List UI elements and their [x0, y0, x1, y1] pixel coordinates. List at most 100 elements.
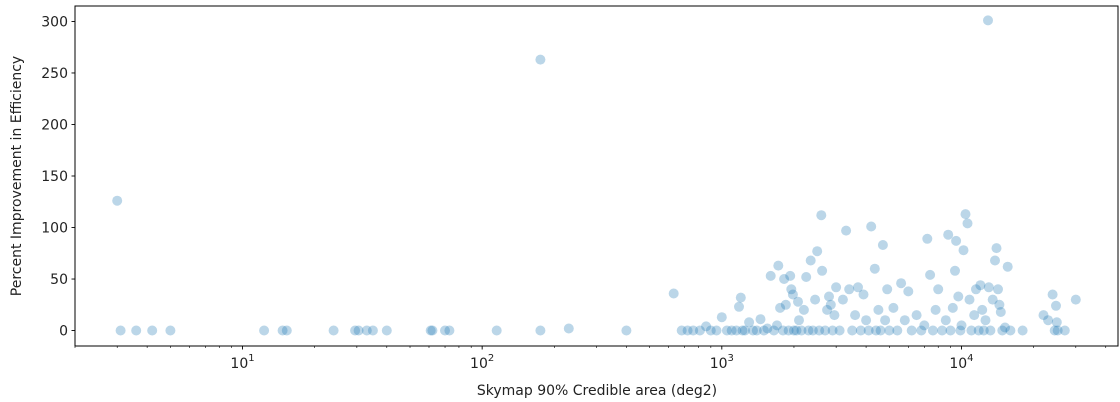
data-point: [916, 325, 927, 336]
data-point: [773, 260, 784, 271]
y-tick-label: 150: [41, 169, 68, 185]
data-point: [711, 325, 722, 336]
data-point: [780, 299, 791, 310]
data-point: [882, 284, 893, 295]
data-point: [734, 301, 744, 312]
data-point: [817, 265, 828, 276]
data-point: [995, 307, 1006, 317]
x-tick-label: 102: [470, 353, 494, 372]
y-tick-label: 300: [41, 14, 68, 30]
data-point: [785, 270, 796, 281]
data-point: [850, 310, 861, 321]
y-tick-label: 250: [41, 66, 68, 82]
data-point: [955, 325, 966, 336]
data-point: [906, 325, 917, 336]
data-point: [716, 312, 727, 323]
data-point: [869, 263, 880, 274]
data-point: [930, 304, 941, 315]
data-point: [1070, 294, 1081, 305]
data-point: [563, 323, 574, 334]
data-point: [820, 325, 831, 336]
data-point: [927, 325, 938, 336]
data-point: [783, 325, 794, 336]
data-point: [863, 325, 874, 336]
data-point: [796, 325, 807, 336]
data-point: [350, 325, 361, 336]
data-point: [778, 325, 788, 336]
data-point: [991, 243, 1002, 254]
data-point: [953, 291, 964, 302]
data-point: [259, 325, 270, 336]
data-point: [831, 282, 842, 293]
data-point: [1049, 325, 1060, 336]
data-point: [812, 246, 823, 257]
data-point: [971, 284, 981, 295]
data-point: [328, 325, 339, 336]
data-point: [978, 325, 989, 336]
data-point: [1059, 325, 1070, 336]
data-point: [993, 284, 1003, 295]
data-point: [735, 292, 746, 303]
data-point: [353, 325, 364, 336]
data-point: [1000, 322, 1010, 333]
data-point: [1051, 300, 1061, 311]
x-axis-label: Skymap 90% Credible area (deg2): [477, 383, 717, 399]
plot-frame: [74, 5, 1119, 347]
data-point: [940, 315, 951, 326]
data-point: [888, 302, 899, 313]
x-tick-label: 103: [710, 353, 734, 372]
data-point: [131, 325, 142, 336]
y-tick-label: 200: [41, 117, 68, 133]
data-point: [966, 325, 977, 336]
data-point: [425, 325, 436, 336]
data-point: [798, 304, 809, 315]
data-point: [621, 325, 632, 336]
data-point: [922, 233, 933, 244]
data-point: [535, 54, 546, 65]
y-axis-ticks: 0 50 100 150 200 250 300: [41, 14, 75, 340]
data-point: [748, 325, 758, 336]
y-tick-label: 50: [50, 272, 68, 288]
data-point: [884, 325, 895, 336]
data-point: [112, 195, 123, 206]
data-point: [892, 325, 903, 336]
data-point: [755, 314, 766, 325]
data-point: [147, 325, 158, 336]
data-point: [933, 284, 944, 295]
y-tick-label: 100: [41, 221, 68, 237]
data-point: [975, 280, 986, 291]
data-point: [937, 325, 948, 336]
data-point: [803, 325, 814, 336]
data-point: [919, 320, 930, 331]
data-point: [973, 325, 984, 336]
data-point: [793, 296, 803, 307]
data-point: [1002, 261, 1013, 272]
data-point: [726, 325, 737, 336]
data-point: [794, 315, 804, 326]
data-point: [875, 325, 886, 336]
data-point: [960, 209, 971, 220]
data-point: [964, 294, 975, 305]
data-point: [787, 289, 798, 300]
data-point: [440, 325, 450, 336]
data-point: [947, 302, 958, 313]
data-point: [1043, 315, 1054, 326]
data-point: [847, 325, 858, 336]
data-point: [721, 325, 732, 336]
data-point: [807, 325, 818, 336]
data-point: [694, 325, 705, 336]
data-point: [983, 15, 993, 26]
data-point: [731, 325, 742, 336]
data-point: [841, 225, 852, 236]
data-point: [903, 286, 914, 297]
data-point: [281, 325, 292, 336]
data-point: [810, 294, 821, 305]
data-point: [762, 323, 773, 334]
data-point: [871, 325, 881, 336]
data-point: [772, 320, 782, 331]
data-point: [951, 235, 962, 246]
data-point: [866, 221, 877, 232]
data-point: [990, 255, 1000, 266]
data-point: [705, 325, 716, 336]
